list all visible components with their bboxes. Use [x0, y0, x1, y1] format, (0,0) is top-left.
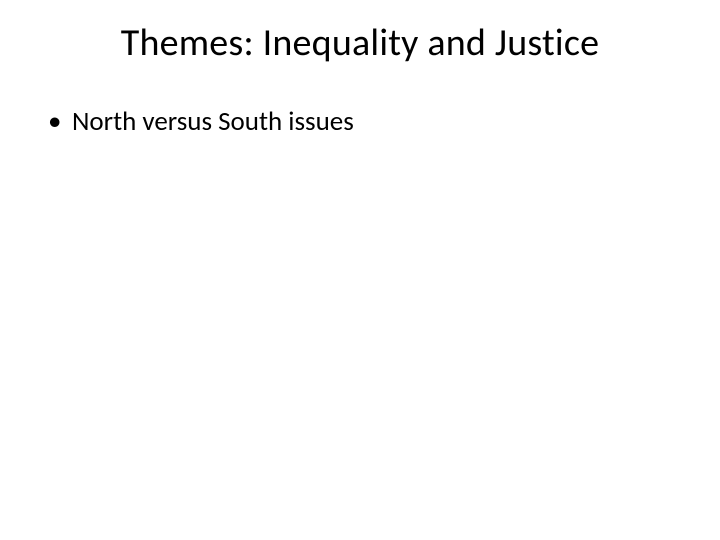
- slide-container: Themes: Inequality and Justice North ver…: [0, 0, 720, 540]
- bullet-list: North versus South issues: [0, 104, 720, 139]
- bullet-item: North versus South issues: [48, 104, 720, 139]
- slide-title: Themes: Inequality and Justice: [0, 20, 720, 66]
